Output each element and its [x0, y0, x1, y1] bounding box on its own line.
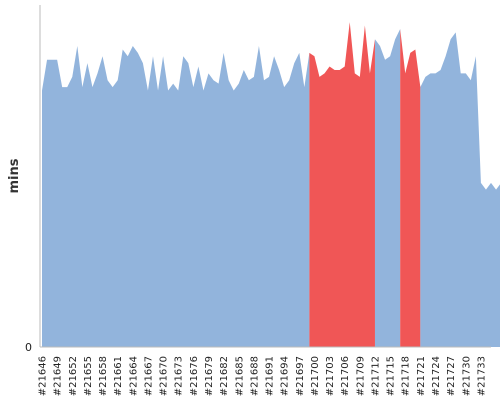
x-tick-label: #21706	[340, 356, 351, 396]
build-duration-area	[420, 32, 500, 347]
x-tick-label: #21733	[476, 356, 487, 396]
x-tick-label: #21667	[143, 356, 154, 396]
build-duration-area	[374, 28, 401, 347]
x-tick-label: #21679	[204, 356, 215, 396]
x-tick-label: #21718	[401, 356, 412, 396]
x-tick-label: #21652	[68, 356, 79, 396]
x-tick-label: #21715	[386, 356, 397, 396]
x-tick-label: #21691	[265, 356, 276, 396]
x-tick-label: #21676	[189, 356, 200, 396]
x-tick-label: #21721	[416, 356, 427, 396]
x-tick-label: #21694	[280, 356, 291, 396]
plot-area	[39, 5, 500, 348]
x-tick-label: #21697	[295, 356, 306, 396]
x-tick-label: #21730	[461, 356, 472, 396]
x-tick-label: #21724	[431, 356, 442, 396]
x-tick-label: #21688	[249, 356, 260, 396]
x-tick-label: #21670	[159, 356, 170, 396]
failed-build-area	[309, 22, 375, 347]
x-tick-label: #21661	[113, 356, 124, 396]
x-tick-label: #21646	[38, 356, 49, 396]
build-duration-area	[42, 46, 310, 347]
x-tick-label: #21685	[234, 356, 245, 396]
failed-build-area	[400, 28, 421, 347]
y-tick-label: 0	[25, 341, 32, 354]
x-tick-labels: #21646 #21649 #21652 #21655 #21658 #21661 #216…	[38, 356, 488, 396]
x-tick-label: #21712	[370, 356, 381, 396]
x-tick-label: #21655	[83, 356, 94, 396]
x-tick-label: #21709	[355, 356, 366, 396]
x-tick-label: #21703	[325, 356, 336, 396]
x-tick-label: #21727	[446, 356, 457, 396]
x-tick-label: #21664	[128, 356, 139, 396]
y-axis-label: mins	[7, 158, 22, 193]
area-series	[42, 22, 500, 347]
x-tick-label: #21700	[310, 356, 321, 396]
x-tick-label: #21658	[98, 356, 109, 396]
x-tick-label: #21673	[174, 356, 185, 396]
x-tick-label: #21649	[53, 356, 64, 396]
x-tick-label: #21682	[219, 356, 230, 396]
